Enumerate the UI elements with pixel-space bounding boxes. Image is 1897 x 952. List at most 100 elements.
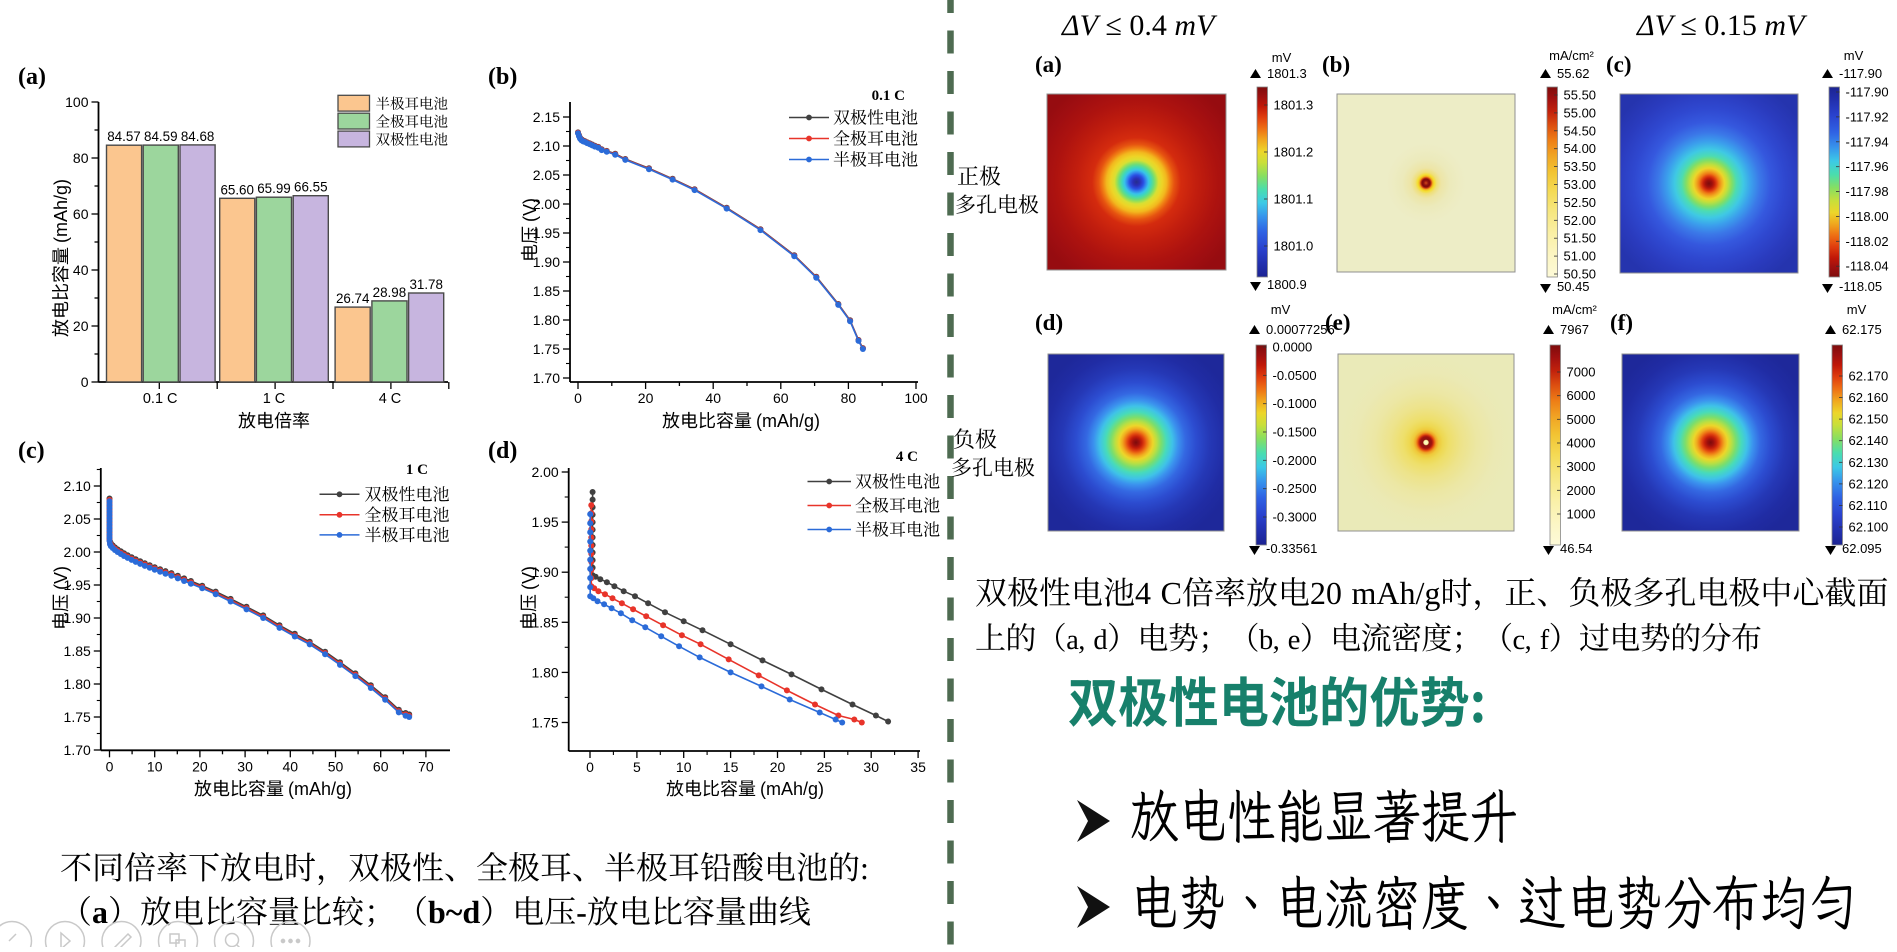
svg-text:0: 0 [574,390,582,406]
svg-text:1801.3: 1801.3 [1274,98,1314,113]
svg-text:20: 20 [638,390,654,406]
svg-text:53.50: 53.50 [1564,159,1597,174]
svg-text:(c): (c) [1606,52,1632,77]
svg-text:65.99: 65.99 [257,181,291,196]
svg-text:62.160: 62.160 [1849,390,1889,405]
svg-text:1801.2: 1801.2 [1274,145,1314,160]
svg-text:60: 60 [73,206,89,222]
svg-text:0.00077256: 0.00077256 [1266,322,1335,337]
svg-text:28.98: 28.98 [373,285,407,300]
svg-text:3000: 3000 [1567,459,1596,474]
svg-text:1.85: 1.85 [64,643,91,659]
svg-text:7967: 7967 [1560,322,1589,337]
svg-text:(a): (a) [1035,52,1062,77]
svg-text:(mAh/g): (mAh/g) [51,179,71,243]
svg-text:1801.1: 1801.1 [1274,192,1314,207]
svg-text:7000: 7000 [1567,365,1596,380]
svg-text:2000: 2000 [1567,483,1596,498]
svg-text:54.50: 54.50 [1564,123,1597,138]
svg-text:2.15: 2.15 [533,109,560,125]
svg-text:0: 0 [106,758,114,774]
svg-text:62.100: 62.100 [1849,520,1889,535]
svg-text:(e): (e) [1325,310,1351,335]
svg-text:1.80: 1.80 [531,664,558,680]
svg-text:mV: mV [1847,302,1867,317]
svg-text:62.175: 62.175 [1842,322,1882,337]
svg-text:-118.04: -118.04 [1846,259,1889,274]
svg-text:-0.1000: -0.1000 [1273,396,1317,411]
svg-text:1.75: 1.75 [64,709,91,725]
svg-text:53.00: 53.00 [1564,177,1597,192]
svg-text:55.00: 55.00 [1564,105,1597,120]
svg-text:(b): (b) [1322,52,1350,77]
svg-text:-0.3000: -0.3000 [1273,510,1317,525]
svg-text:62.110: 62.110 [1849,498,1888,513]
svg-text:1.90: 1.90 [531,564,558,580]
svg-text:(b): (b) [488,64,517,90]
svg-text:1.80: 1.80 [533,312,560,328]
svg-text:31.78: 31.78 [409,277,443,292]
svg-text:62.140: 62.140 [1849,433,1889,448]
svg-text:84.59: 84.59 [144,129,178,144]
svg-text:6000: 6000 [1567,388,1596,403]
svg-text:(d): (d) [488,438,517,464]
svg-text:62.130: 62.130 [1849,455,1889,470]
svg-text:(V): (V) [51,566,71,590]
svg-text:-117.92: -117.92 [1846,109,1889,124]
svg-text:2.10: 2.10 [533,138,560,154]
svg-text:0: 0 [81,374,89,390]
svg-text:-117.98: -117.98 [1846,184,1889,199]
svg-text:-118.00: -118.00 [1846,209,1889,224]
svg-text:62.150: 62.150 [1849,412,1889,427]
svg-text:40: 40 [705,390,721,406]
svg-text:65.60: 65.60 [220,182,254,197]
svg-text:35: 35 [910,759,926,775]
svg-text:0: 0 [586,759,594,775]
svg-text:(d): (d) [1035,310,1063,335]
svg-text:mV: mV [1844,48,1864,63]
svg-text:-0.0500: -0.0500 [1273,368,1317,383]
svg-text:4 C: 4 C [379,391,402,407]
svg-text:1000: 1000 [1567,507,1596,522]
svg-text:4000: 4000 [1567,436,1596,451]
svg-text:4 C: 4 C [896,449,918,465]
svg-text:2.05: 2.05 [64,511,91,527]
svg-text:1801.3: 1801.3 [1267,66,1307,81]
svg-text:1800.9: 1800.9 [1267,277,1307,292]
svg-text:84.68: 84.68 [181,129,215,144]
svg-text:mA/cm²: mA/cm² [1549,48,1594,63]
svg-text:(mAh/g): (mAh/g) [288,779,352,799]
svg-text:52.50: 52.50 [1564,195,1597,210]
svg-text:-118.02: -118.02 [1846,234,1889,249]
svg-text:(V): (V) [520,198,540,222]
svg-text:-118.05: -118.05 [1839,279,1882,294]
svg-text:-117.90: -117.90 [1846,85,1889,100]
svg-text:100: 100 [904,390,928,406]
svg-text:(a): (a) [18,64,46,90]
svg-text:50.45: 50.45 [1557,279,1590,294]
svg-text:2.05: 2.05 [533,167,560,183]
svg-text:1.85: 1.85 [531,614,558,630]
svg-text:0.1 C: 0.1 C [143,391,178,407]
svg-text:54.00: 54.00 [1564,141,1597,156]
svg-text:1.70: 1.70 [533,370,560,386]
svg-text:50: 50 [328,758,344,774]
svg-text:1 C: 1 C [406,462,428,478]
svg-text:60: 60 [373,758,389,774]
svg-text:80: 80 [841,390,857,406]
svg-text:84.57: 84.57 [107,129,141,144]
svg-text:62.170: 62.170 [1849,369,1889,384]
svg-text:40: 40 [73,262,89,278]
svg-text:1.90: 1.90 [64,610,91,626]
svg-text:-117.94: -117.94 [1846,134,1889,149]
svg-text:1.95: 1.95 [64,577,91,593]
svg-text:2.00: 2.00 [533,196,560,212]
svg-text:1.95: 1.95 [533,225,560,241]
svg-text:1.75: 1.75 [533,341,560,357]
svg-text:ΔV ≤ 0.15 mV: ΔV ≤ 0.15 mV [1636,9,1808,42]
svg-text:(f): (f) [1610,310,1633,335]
svg-text:66.55: 66.55 [294,180,328,195]
svg-text:-0.2000: -0.2000 [1273,453,1317,468]
svg-text:46.54: 46.54 [1560,541,1593,556]
svg-text:10: 10 [676,759,692,775]
